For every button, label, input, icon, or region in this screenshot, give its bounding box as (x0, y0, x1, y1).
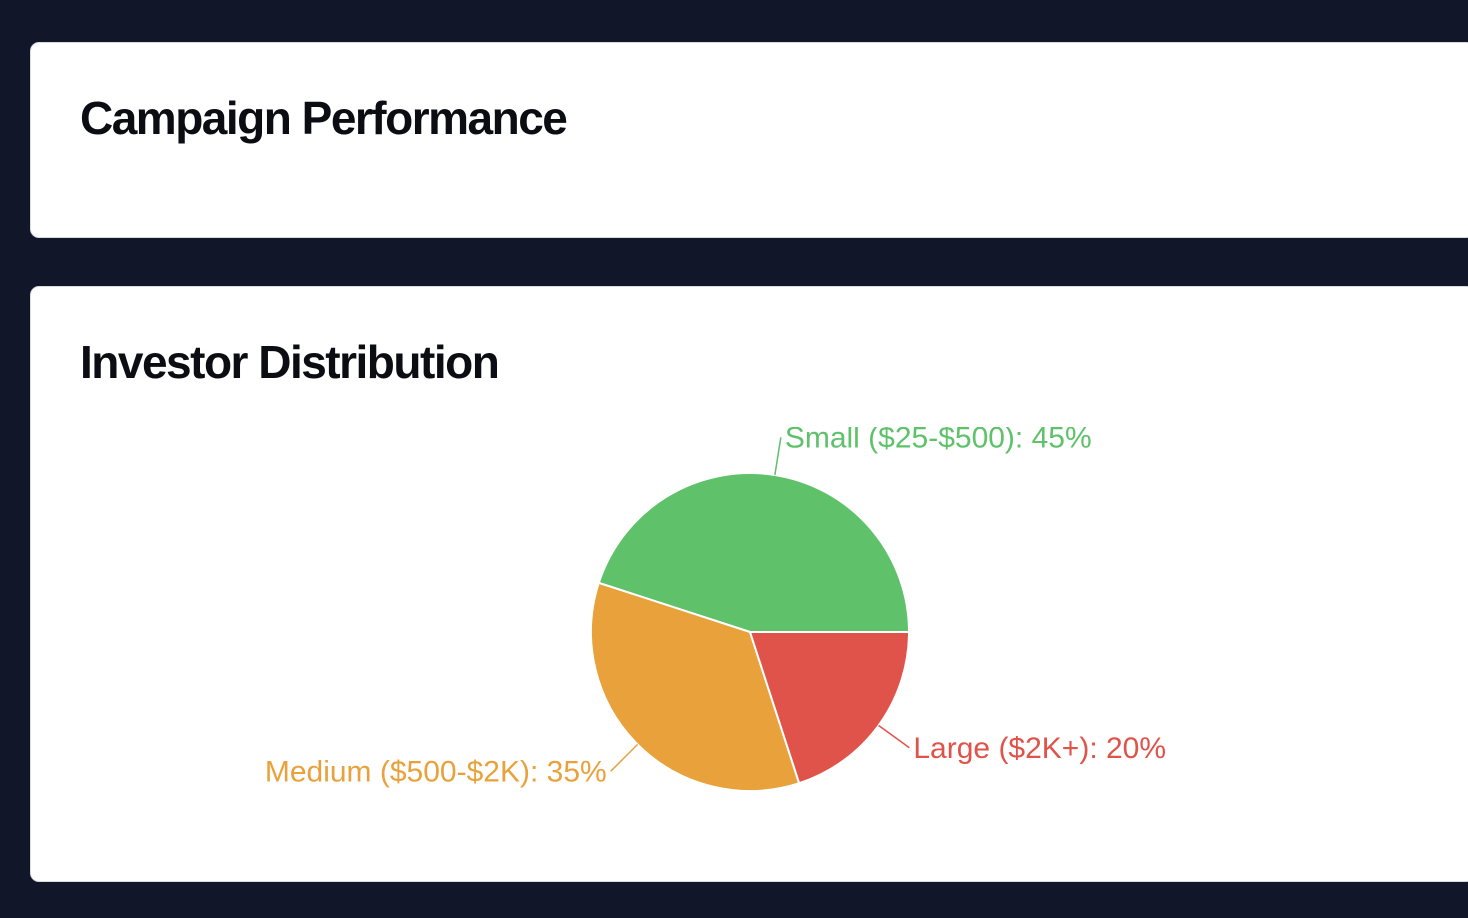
slice-label-large: Large ($2K+): 20% (913, 732, 1166, 765)
campaign-performance-title: Campaign Performance (80, 92, 568, 144)
leader-line-large (878, 724, 910, 749)
leader-line-medium (610, 743, 639, 772)
investor-distribution-title: Investor Distribution (80, 336, 500, 388)
leader-line-small (774, 437, 782, 476)
slice-label-medium: Medium ($500-$2K): 35% (265, 755, 607, 788)
slice-label-small: Small ($25-$500): 45% (785, 421, 1092, 454)
pie-slice-small[interactable] (597, 472, 911, 633)
investor-pie-chart: Small ($25-$500): 45% Medium ($500-$2K): … (265, 421, 1166, 792)
campaign-performance-card: Campaign Performance (30, 42, 1468, 238)
investor-distribution-card: Investor Distribution Small ($25-$500): … (30, 286, 1468, 882)
